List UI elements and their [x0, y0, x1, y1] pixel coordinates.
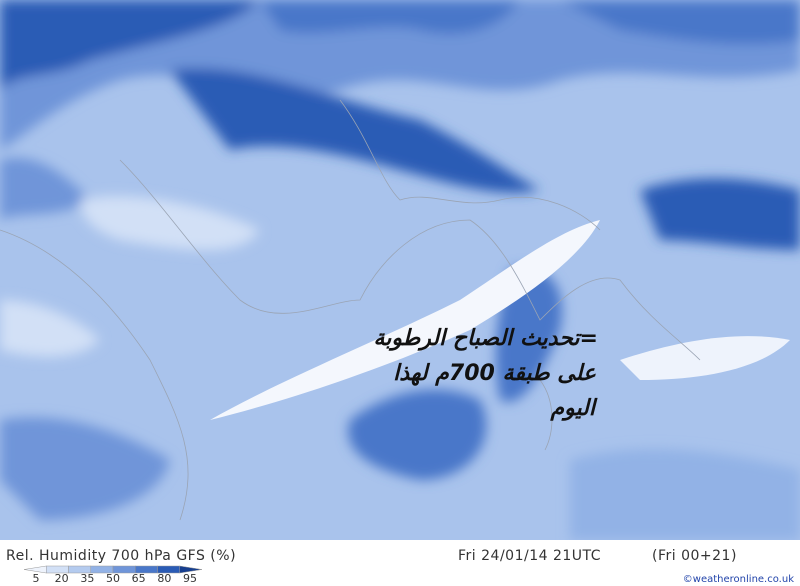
legend-tick-label: 50	[106, 572, 120, 585]
credit: ©weatheronline.co.uk	[683, 574, 794, 585]
map	[0, 0, 800, 540]
annotation-line: اليوم	[550, 396, 598, 421]
legend-tick-label: 95	[183, 572, 197, 585]
footer-time: Fri 24/01/14 21UTC	[458, 548, 601, 564]
footer-run: (Fri 00+21)	[652, 548, 737, 564]
annotation-line: =تحديث الصباح الرطوبة	[373, 326, 598, 351]
annotation: =تحديث الصباح الرطوبة على طبقة 700م لهذا…	[373, 326, 598, 421]
annotation-line: على طبقة 700م لهذا	[393, 361, 596, 386]
legend: 5 20 35 50 65 80 95	[23, 565, 203, 585]
legend-tick-label: 5	[33, 572, 40, 585]
legend-swatch	[179, 565, 203, 574]
footer	[0, 540, 800, 586]
legend-tick-label: 20	[55, 572, 69, 585]
legend-tick-label: 65	[132, 572, 146, 585]
legend-tick-label: 35	[80, 572, 94, 585]
legend-tick-label: 80	[157, 572, 171, 585]
footer-title: Rel. Humidity 700 hPa GFS (%)	[6, 548, 236, 564]
